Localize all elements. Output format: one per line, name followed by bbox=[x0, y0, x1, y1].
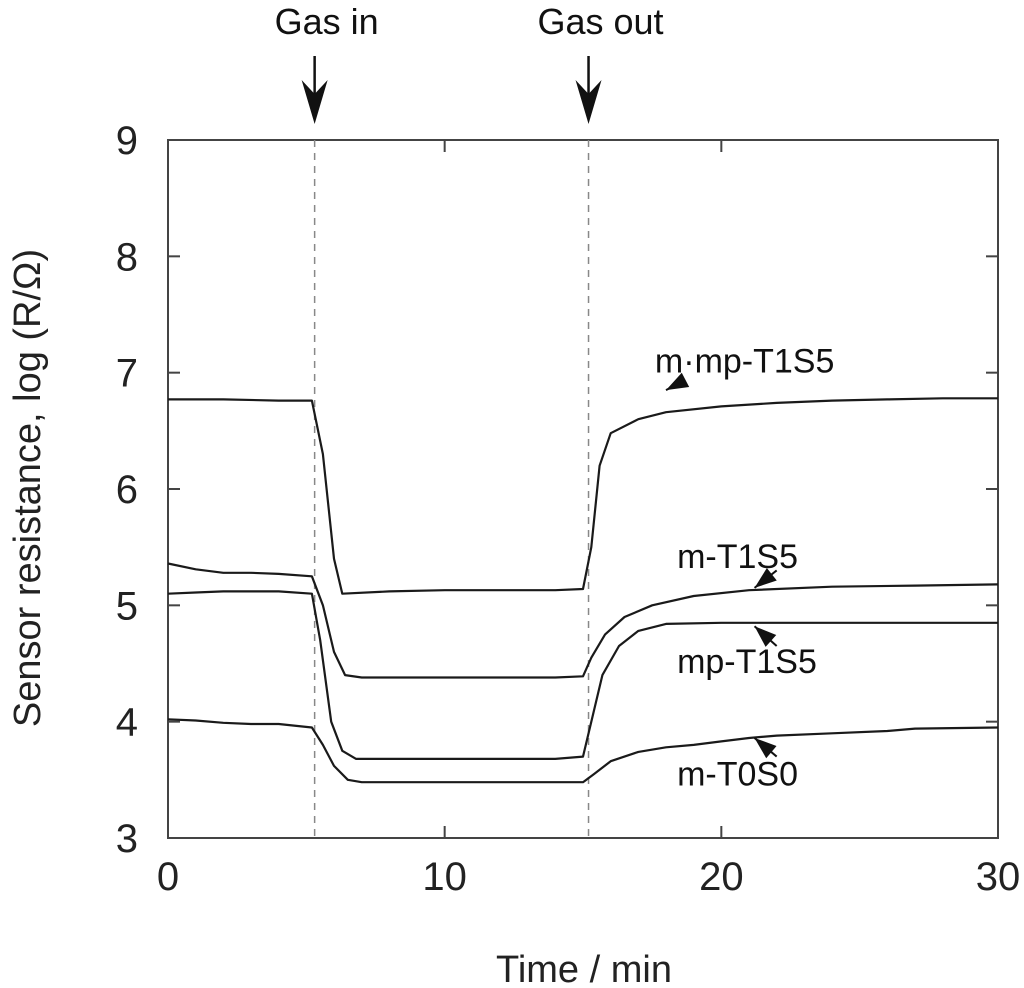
label-arrow-head-m-mp-t1s5 bbox=[666, 372, 690, 391]
y-tick-label: 4 bbox=[116, 701, 138, 745]
series-lines bbox=[167, 397, 999, 784]
series-line-m-t1s5 bbox=[167, 562, 999, 679]
y-tick-label: 5 bbox=[116, 584, 138, 628]
label-arrow-head-m-t1s5 bbox=[754, 567, 777, 588]
gas-out-arrow-head bbox=[575, 80, 602, 124]
gas-in-arrow-head bbox=[301, 80, 328, 124]
series-line-mp-t1s5 bbox=[167, 590, 998, 761]
series-line-m-t0s0 bbox=[167, 718, 999, 784]
gas-out-annotation: Gas out bbox=[537, 1, 663, 42]
series-label-mp-t1s5: mp-T1S5 bbox=[677, 643, 817, 681]
y-tick-label: 3 bbox=[116, 817, 138, 861]
series-line-m-mp-t1s5 bbox=[168, 397, 998, 595]
gas-in-annotation: Gas in bbox=[275, 1, 379, 42]
series-label-m-t1s5: m-T1S5 bbox=[677, 538, 798, 576]
y-axis-title: Sensor resistance, log (R/Ω) bbox=[7, 249, 49, 727]
plot-frame-rect bbox=[167, 139, 999, 839]
x-axis-ticks: 0 10 20 30 bbox=[157, 140, 1020, 899]
x-axis-title: Time / min bbox=[496, 949, 672, 988]
x-tick-label: 30 bbox=[976, 855, 1021, 899]
x-tick-label: 0 bbox=[157, 855, 179, 899]
series-labels: m·mp-T1S5 m-T1S5 mp-T1S5 m-T0S0 bbox=[655, 343, 834, 794]
label-arrow-head-m-t0s0 bbox=[754, 737, 777, 759]
y-tick-label: 9 bbox=[116, 119, 138, 163]
y-axis-ticks: 3 4 5 6 7 8 9 bbox=[116, 119, 998, 861]
x-tick-label: 20 bbox=[699, 855, 744, 899]
label-arrow-head-mp-t1s5 bbox=[754, 626, 777, 647]
event-marker-lines: Gas in Gas out bbox=[275, 1, 664, 838]
x-tick-label: 10 bbox=[422, 855, 467, 899]
series-label-m-mp-t1s5: m·mp-T1S5 bbox=[655, 343, 834, 381]
plot-area-frame bbox=[167, 139, 999, 839]
series-label-m-t0s0: m-T0S0 bbox=[677, 756, 798, 794]
y-tick-label: 7 bbox=[116, 352, 138, 396]
y-tick-label: 6 bbox=[116, 468, 138, 512]
y-tick-label: 8 bbox=[116, 235, 138, 279]
